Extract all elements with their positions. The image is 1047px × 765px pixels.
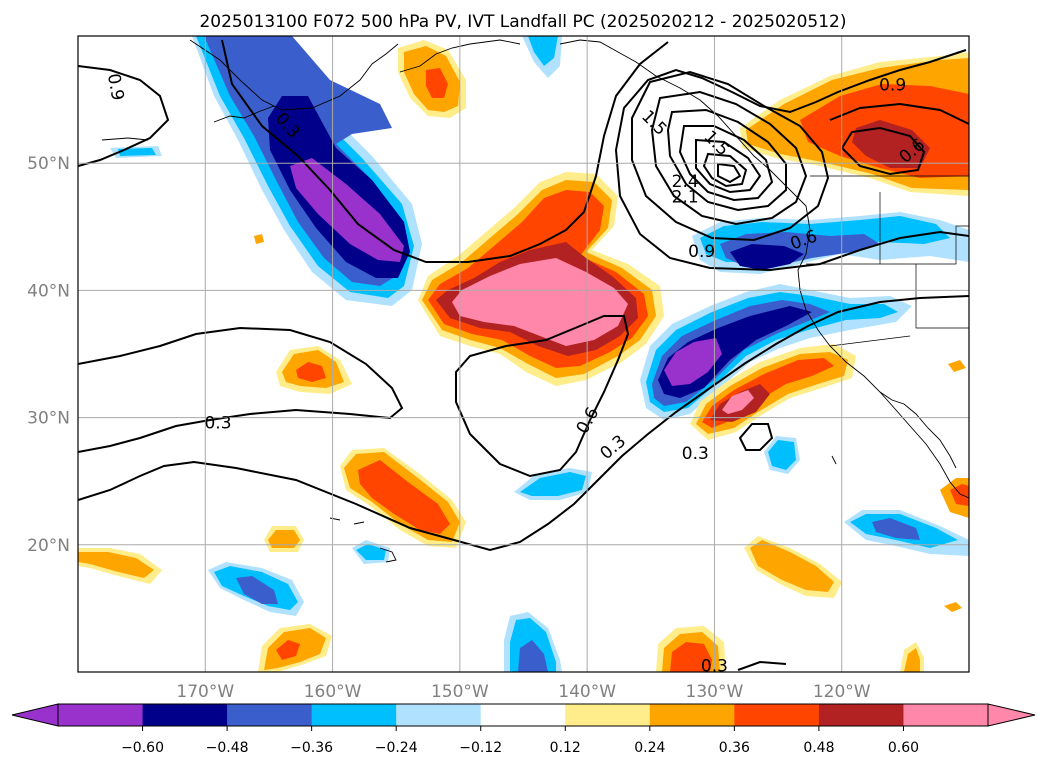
colorbar-tick-label: −0.60 <box>121 740 164 756</box>
contour-label: 0.3 <box>701 657 728 677</box>
colorbar-tick-label: −0.48 <box>206 740 249 756</box>
contour-label: 0.9 <box>879 75 906 95</box>
longitude-ticks: 170°W 160°W 150°W 140°W 130°W 120°W <box>176 682 870 702</box>
longitude-label: 120°W <box>813 682 871 702</box>
political-borders <box>806 175 969 347</box>
gridlines <box>78 36 969 672</box>
colorbar-swatch <box>818 704 904 726</box>
colorbar-swatch <box>565 704 651 726</box>
colorbar-swatch <box>734 704 820 726</box>
colorbar-tick-label: −0.36 <box>290 740 333 756</box>
latitude-label: 50°N <box>27 154 70 174</box>
contour-label: 2.4 <box>672 172 699 192</box>
colorbar-tick-label: 0.60 <box>888 740 919 756</box>
colorbar-tick-label: 0.12 <box>550 740 581 756</box>
latitude-label: 40°N <box>27 281 70 301</box>
latitude-label: 20°N <box>27 536 70 556</box>
figure-title: 2025013100 F072 500 hPa PV, IVT Landfall… <box>199 12 846 32</box>
longitude-label: 140°W <box>558 682 616 702</box>
colorbar-swatch <box>649 704 735 726</box>
contour-label: 2.1 <box>672 187 699 207</box>
colorbar-tick-label: 0.36 <box>719 740 750 756</box>
colorbar-swatch <box>142 704 228 726</box>
colorbar-tick-label: 0.24 <box>634 740 665 756</box>
longitude-label: 130°W <box>686 682 744 702</box>
pv-contours <box>78 39 969 671</box>
contour-label: 0.9 <box>688 242 715 262</box>
colorbar-swatch <box>396 704 482 726</box>
colorbar-tick-label: −0.24 <box>375 740 418 756</box>
colorbar-swatch <box>311 704 397 726</box>
map-frame <box>77 35 970 673</box>
colorbar-swatch <box>58 704 144 726</box>
latitude-label: 30°N <box>27 409 70 429</box>
colorbar-swatch <box>227 704 313 726</box>
colorbar-tick-label: −0.12 <box>459 740 502 756</box>
colorbar-swatch <box>903 704 989 726</box>
longitude-label: 170°W <box>176 682 234 702</box>
contour-label: 0.9 <box>103 72 127 102</box>
longitude-label: 160°W <box>304 682 362 702</box>
colorbar-extend-high <box>987 703 1036 727</box>
latitude-ticks: 20°N 30°N 40°N 50°N <box>27 154 70 556</box>
contour-label: 0.3 <box>682 444 709 464</box>
colorbar-swatch <box>480 704 566 726</box>
colorbar-frame <box>57 703 989 727</box>
contour-label: 0.3 <box>204 414 231 434</box>
colorbar-extend-low <box>11 703 59 727</box>
colorbar-tick-label: 0.48 <box>803 740 834 756</box>
colorbar: −0.60 −0.48 −0.36 −0.24 −0.12 0.12 0.24 0.36 0.4… <box>11 703 1036 756</box>
longitude-label: 150°W <box>431 682 489 702</box>
